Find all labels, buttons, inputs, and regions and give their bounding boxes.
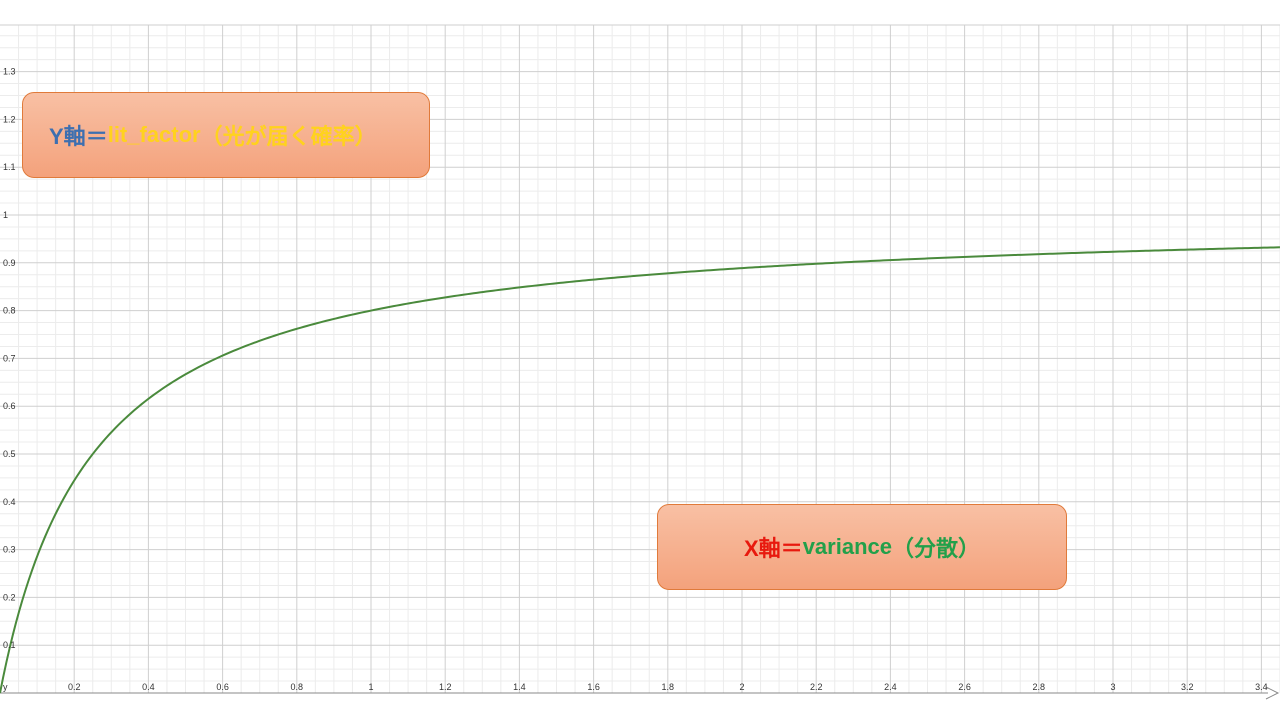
y-tick-label: 0.7 — [3, 353, 16, 363]
y-tick-label: 0.4 — [3, 497, 16, 507]
x-tick-label: 0.6 — [216, 682, 229, 692]
x-axis-description: （分散） — [891, 536, 980, 561]
y-tick-label: 0.2 — [3, 592, 16, 602]
tick-labels: 0.2 0.4 0.6 0.8 1 1.2 1.4 1.6 1.8 2 2.2 2.4 2.6 2.8 3 3… — [3, 67, 1268, 692]
x-tick-label: 1 — [368, 682, 373, 692]
x-axis-prefix: X軸 — [743, 536, 781, 561]
x-axis-name: variance — [802, 534, 892, 559]
x-tick-label: 1.6 — [587, 682, 600, 692]
x-axis-annotation-box: X軸＝ variance （分散） — [657, 504, 1067, 590]
x-tick-label: 2.2 — [810, 682, 823, 692]
x-tick-label: 0.8 — [291, 682, 304, 692]
x-tick-label: 2.8 — [1033, 682, 1046, 692]
y-tick-label: 0.8 — [3, 306, 16, 316]
y-tick-label: 1.1 — [3, 162, 16, 172]
x-tick-label: 2.4 — [884, 682, 897, 692]
origin-label: y — [3, 682, 8, 692]
x-axis-arrow — [1265, 686, 1280, 700]
series-line-0 — [0, 246, 1280, 694]
y-tick-label: 0.1 — [3, 640, 16, 650]
y-tick-label: 1.3 — [3, 67, 16, 77]
x-tick-label: 1.2 — [439, 682, 452, 692]
x-tick-label: 1.4 — [513, 682, 526, 692]
y-tick-label: 0.6 — [3, 401, 16, 411]
series-layer — [0, 246, 1280, 694]
x-tick-label: 0.4 — [142, 682, 155, 692]
y-axis-prefix: Y軸 — [49, 124, 86, 149]
y-axis-equals: ＝ — [85, 124, 108, 149]
x-axis-equals: ＝ — [780, 536, 803, 561]
axes — [0, 24, 1280, 700]
x-tick-label: 3.4 — [1255, 682, 1268, 692]
y-tick-label: 0.3 — [3, 545, 16, 555]
y-tick-label: 1 — [3, 210, 8, 220]
y-tick-label: 0.5 — [3, 449, 16, 459]
x-tick-label: 3 — [1110, 682, 1115, 692]
x-tick-label: 1.8 — [662, 682, 675, 692]
y-axis-description: （光が届く確率） — [200, 124, 377, 149]
y-axis-name: lit_factor — [107, 122, 201, 147]
y-tick-label: 0.9 — [3, 258, 16, 268]
x-tick-label: 0.2 — [68, 682, 81, 692]
x-tick-label: 2.6 — [958, 682, 971, 692]
y-tick-label: 1.2 — [3, 114, 16, 124]
x-tick-label: 3.2 — [1181, 682, 1194, 692]
x-tick-label: 2 — [739, 682, 744, 692]
y-axis-annotation-box: Y軸＝ lit_factor （光が届く確率） — [22, 92, 430, 178]
major-gridlines — [0, 25, 1280, 693]
